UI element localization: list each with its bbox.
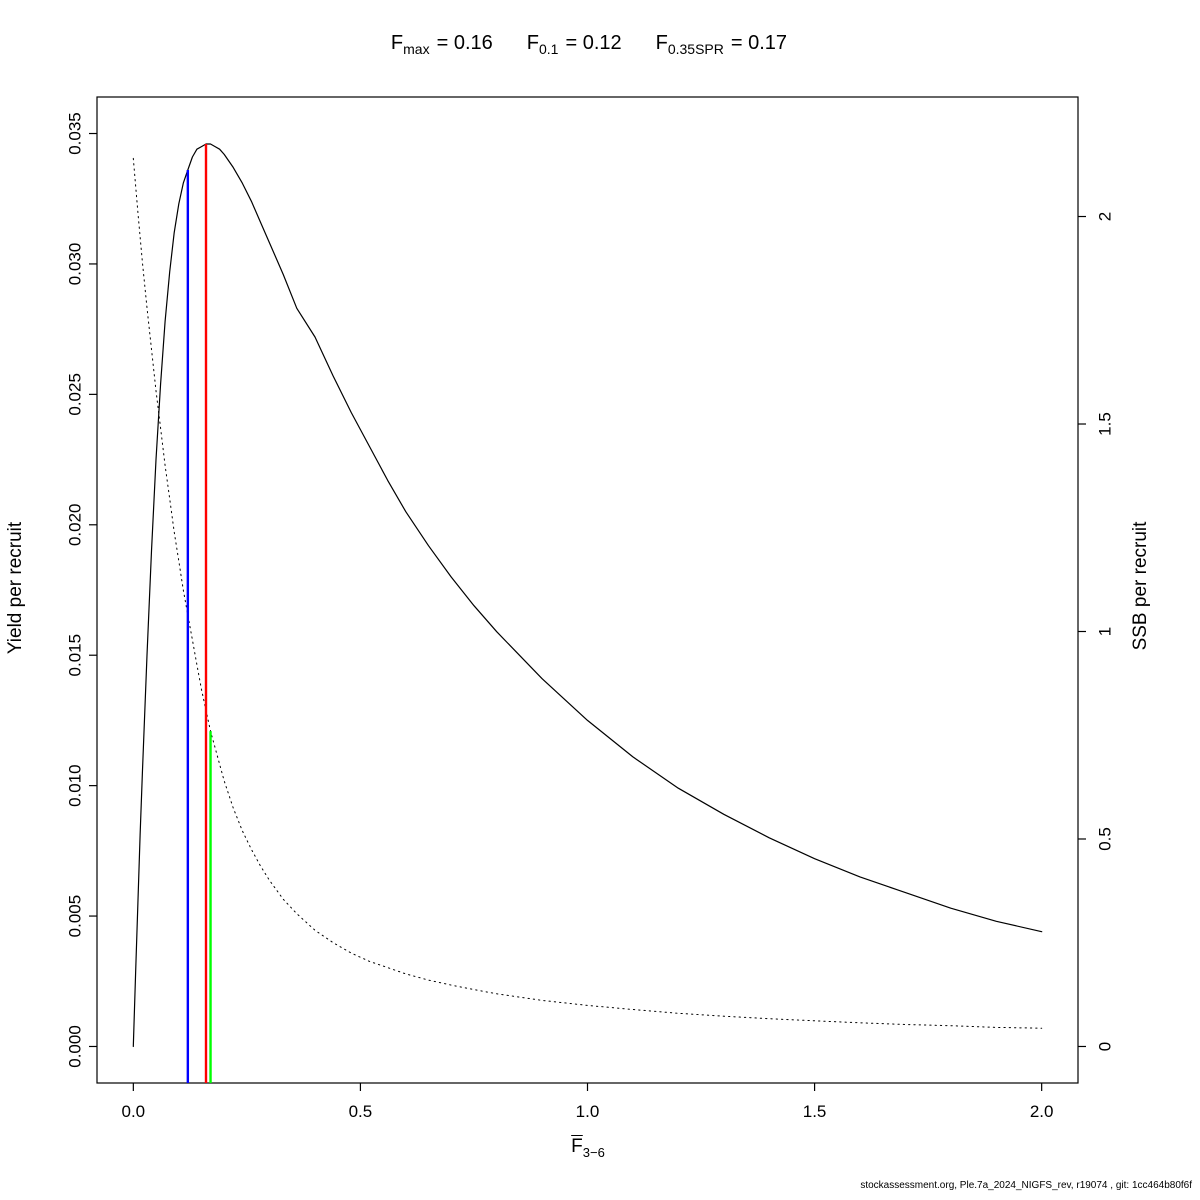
x-tick-label: 0.0 [122,1102,146,1121]
x-axis: 0.0 0.5 1.0 1.5 2.0 [122,1083,1054,1121]
x-tick-label: 1.5 [803,1102,827,1121]
x-axis-label-subscript: 3−6 [582,1144,605,1160]
f01-title-segment: F0.1 = 0.12 [527,32,622,57]
y-left-tick-label: 0.010 [66,764,85,807]
y-right-tick-label: 2 [1096,212,1115,221]
y-left-tick-label: 0.020 [66,504,85,547]
plot-frame [96,96,1079,1084]
series-yield-per-recruit [132,143,1043,1048]
plot-title: Fmax = 0.16 F0.1 = 0.12 F0.35SPR = 0.17 [0,32,1178,57]
x-axis-label-fbar: F [571,1136,583,1157]
f01-value: = 0.12 [565,32,622,54]
y-right-tick-label: 0.5 [1096,827,1115,851]
y-left-tick-label: 0.005 [66,895,85,938]
y-axis-right: 0 0.5 1 1.5 2 [1078,212,1115,1051]
f035spr-value: = 0.17 [730,32,788,54]
y-right-tick-label: 0 [1096,1042,1115,1051]
y-left-tick-label: 0.025 [66,373,85,416]
x-tick-label: 2.0 [1030,1102,1054,1121]
f035spr-subscript: 0.35SPR [667,41,724,57]
y-left-tick-label: 0.035 [66,112,85,155]
fmax-value: = 0.16 [436,32,493,54]
y-left-tick-label: 0.015 [66,634,85,677]
x-tick-label: 0.5 [349,1102,373,1121]
fmax-subscript: max [403,41,430,57]
y-axis-left: 0.000 0.005 0.010 0.015 0.020 0.025 0.030 0.035 [66,112,97,1068]
footer-credit: stockassessment.org, Ple.7a_2024_NIGFS_r… [860,1180,1192,1191]
f035spr-base: F [655,32,668,54]
fmax-title-segment: Fmax = 0.16 [391,32,493,57]
x-axis-label: F3−6 [0,1136,1176,1160]
y-right-tick-label: 1.5 [1096,412,1115,436]
fmax-base: F [390,32,404,54]
f01-base: F [526,32,539,54]
series-ssb-per-recruit [132,157,1043,1029]
y-left-tick-label: 0.000 [66,1025,85,1068]
y-right-tick-label: 1 [1096,627,1115,636]
f035spr-title-segment: F0.35SPR = 0.17 [656,32,787,57]
f01-subscript: 0.1 [538,41,559,57]
x-tick-label: 1.0 [576,1102,600,1121]
y-left-tick-label: 0.030 [66,243,85,286]
